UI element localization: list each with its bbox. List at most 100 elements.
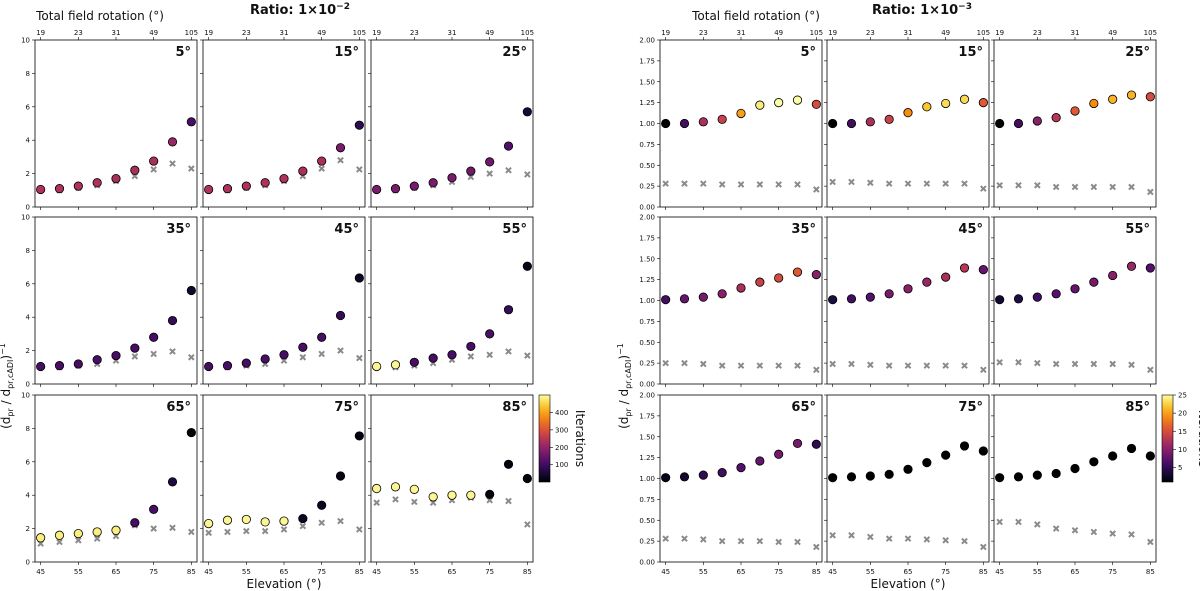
cross-marker — [505, 348, 512, 355]
cross-marker — [848, 531, 855, 539]
data-point — [73, 529, 83, 539]
data-point — [372, 184, 382, 195]
y-tick-label: 0 — [26, 204, 30, 212]
top-tick-label: 105 — [1144, 29, 1157, 37]
ylabel-end: ) — [0, 355, 13, 360]
data-point — [922, 277, 932, 287]
x-tick-label: 85 — [812, 568, 821, 576]
cross-marker — [486, 351, 493, 359]
y-tick-label: 0 — [26, 559, 30, 567]
y-tick-label: 4 — [26, 492, 31, 500]
cross-marker — [904, 535, 912, 542]
panel-label: 25° — [1125, 45, 1150, 60]
data-point — [959, 94, 970, 104]
y-tick-label: 1.75 — [639, 412, 655, 420]
panel-frame — [370, 394, 534, 563]
cross-marker — [904, 362, 912, 369]
cross-marker — [505, 166, 512, 174]
y-tick-label: 0.50 — [639, 162, 655, 170]
data-point — [130, 343, 140, 353]
data-point — [698, 292, 708, 302]
y-tick-label: 0.75 — [639, 141, 655, 149]
cross-marker — [980, 366, 987, 374]
cross-marker — [775, 181, 782, 188]
cross-marker — [150, 166, 157, 173]
cross-marker — [318, 350, 325, 358]
data-point — [755, 100, 765, 110]
y-tick-label: 0.25 — [639, 360, 655, 368]
top-tick-label: 19 — [995, 29, 1004, 37]
y-tick-label: 10 — [21, 392, 30, 400]
data-point — [167, 137, 178, 147]
cross-marker — [169, 160, 176, 167]
cross-marker — [867, 361, 874, 369]
data-point — [1108, 94, 1118, 104]
y-tick-label: 0.50 — [639, 339, 655, 347]
data-point — [260, 517, 270, 527]
cross-marker — [867, 533, 874, 541]
x-axis-label: Elevation (°) — [871, 577, 946, 591]
data-point — [736, 108, 746, 119]
x-tick-label: 45 — [661, 568, 670, 576]
data-point — [978, 265, 988, 275]
cross-marker — [1090, 360, 1098, 368]
data-point — [522, 107, 532, 117]
x-tick-label: 85 — [187, 568, 196, 576]
data-point — [1013, 118, 1024, 129]
data-point — [335, 471, 346, 481]
panel-65deg: 65° 0 2 4 6 8 10 45 55 65 75 85 — [21, 392, 198, 576]
panel-label: 75° — [334, 400, 359, 415]
colorbar: 5 10 15 20 25 Iterations — [1161, 392, 1200, 483]
data-point — [1089, 98, 1099, 109]
cross-marker — [996, 181, 1003, 189]
colorbar-label: Iterations — [573, 410, 587, 467]
data-point — [792, 95, 803, 105]
data-point — [186, 427, 196, 438]
top-tick-label: 49 — [941, 29, 950, 37]
colorbar-tick-label: 10 — [1178, 446, 1187, 454]
cross-marker — [1052, 183, 1060, 191]
data-point — [167, 477, 178, 487]
cross-marker — [337, 156, 344, 164]
panel-label: 45° — [958, 222, 983, 237]
y-tick-label: 0.75 — [639, 496, 655, 504]
panel-85deg: 85° 45 55 65 75 85 — [991, 394, 1157, 576]
data-point — [372, 483, 382, 494]
cross-marker — [224, 528, 231, 536]
x-tick-label: 65 — [112, 568, 121, 576]
cross-marker — [524, 521, 531, 528]
data-point — [792, 438, 803, 449]
data-point — [130, 165, 140, 175]
panel-label: 15° — [958, 45, 983, 60]
x-tick-label: 85 — [355, 568, 364, 576]
cross-marker — [794, 362, 801, 369]
data-point — [755, 277, 765, 287]
top-tick-label: 19 — [36, 29, 45, 37]
y-tick-label: 0.50 — [639, 517, 655, 525]
cross-marker — [961, 362, 968, 369]
top-tick-label: 31 — [448, 29, 457, 37]
cross-marker — [718, 537, 726, 545]
y-tick-label: 0.00 — [639, 559, 655, 567]
y-tick-label: 1.75 — [639, 234, 655, 242]
data-point — [390, 482, 401, 492]
x-tick-label: 45 — [828, 568, 837, 576]
data-point — [959, 441, 970, 451]
data-point — [54, 361, 65, 371]
x-tick-label: 65 — [737, 568, 746, 576]
panel-65deg: 65° 0.00 0.25 0.50 0.75 1.00 1.25 1.50 1.75 2.00 4… — [639, 392, 823, 576]
cross-marker — [93, 535, 101, 542]
cross-marker — [205, 529, 212, 537]
cross-marker — [885, 180, 893, 187]
x-tick-label: 55 — [699, 568, 708, 576]
cross-marker — [486, 170, 493, 177]
data-point — [1126, 443, 1137, 454]
data-point — [260, 354, 270, 364]
data-point — [149, 332, 159, 342]
cross-marker — [1015, 181, 1022, 189]
cross-marker — [904, 180, 912, 187]
data-point — [354, 273, 364, 283]
top-tick-label: 49 — [485, 29, 494, 37]
y-axis-label: (dpr / dpr,cADI)−1 — [0, 343, 15, 429]
data-point — [466, 166, 476, 176]
